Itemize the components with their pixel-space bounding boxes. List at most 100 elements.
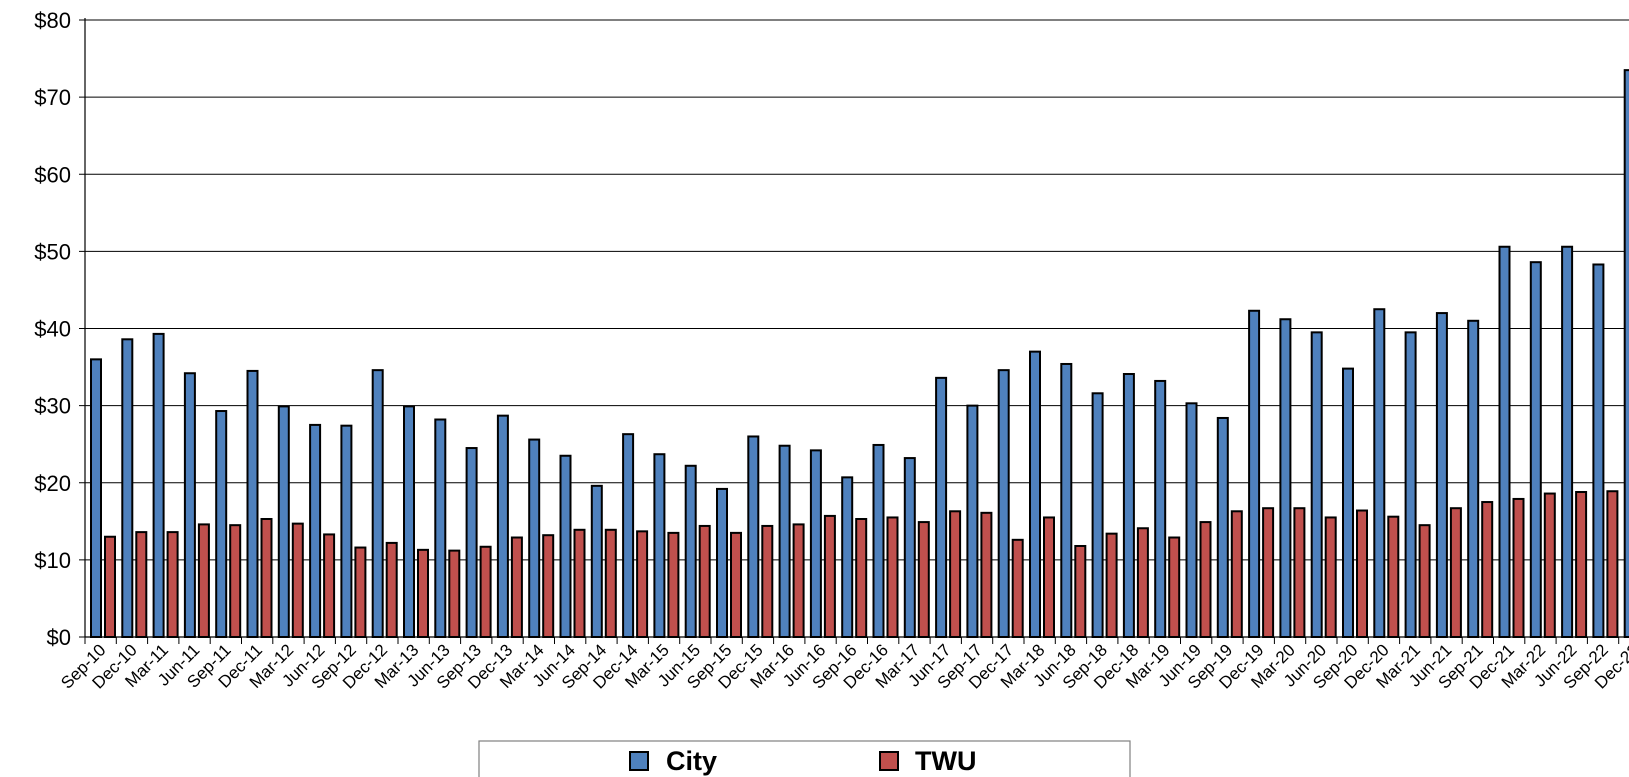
legend-label-twu: TWU xyxy=(915,746,976,776)
bar-city-sep-11 xyxy=(215,410,228,638)
bar-city-jun-11 xyxy=(183,372,196,638)
bar-city-dec-20 xyxy=(1373,308,1386,638)
bar-city-dec-12 xyxy=(371,369,384,638)
bar-city-mar-22 xyxy=(1529,261,1542,638)
bar-twu-jun-22 xyxy=(1575,491,1588,638)
bar-twu-sep-20 xyxy=(1356,509,1368,639)
bar-twu-jun-12 xyxy=(323,533,336,639)
bar-city-sep-17 xyxy=(966,404,979,638)
bar-city-mar-16 xyxy=(778,444,791,639)
bar-city-jun-15 xyxy=(684,464,697,638)
y-tick-label: $0 xyxy=(47,625,71,650)
bar-city-sep-18 xyxy=(1091,392,1104,638)
bar-city-sep-19 xyxy=(1216,416,1229,638)
bar-twu-sep-14 xyxy=(604,528,617,639)
bar-city-jun-13 xyxy=(434,418,447,638)
bar-twu-dec-21 xyxy=(1512,497,1525,639)
bar-twu-dec-11 xyxy=(260,517,273,639)
bar-city-dec-13 xyxy=(496,414,509,638)
bar-city-dec-19 xyxy=(1248,309,1261,638)
bar-city-mar-20 xyxy=(1279,318,1292,638)
y-tick-label: $80 xyxy=(34,8,71,33)
bar-twu-mar-15 xyxy=(667,531,680,638)
bar-twu-mar-12 xyxy=(291,522,304,638)
bar-twu-sep-12 xyxy=(354,546,367,638)
bar-city-dec-18 xyxy=(1122,373,1135,638)
bar-twu-dec-12 xyxy=(385,541,398,638)
bar-city-sep-15 xyxy=(716,487,728,639)
y-tick-label: $40 xyxy=(34,317,71,342)
y-tick-label: $60 xyxy=(34,162,71,187)
bar-city-dec-14 xyxy=(622,433,635,638)
bar-twu-dec-16 xyxy=(886,516,899,638)
bar-twu-jun-20 xyxy=(1324,516,1337,638)
bar-city-dec-10 xyxy=(121,338,134,638)
y-tick-label: $30 xyxy=(34,394,71,419)
bar-city-dec-17 xyxy=(997,369,1010,638)
bar-twu-sep-17 xyxy=(980,511,993,638)
bar-twu-sep-21 xyxy=(1481,501,1494,638)
bar-twu-dec-17 xyxy=(1011,538,1024,639)
bar-twu-sep-18 xyxy=(1105,532,1118,639)
legend-box xyxy=(478,740,1131,777)
bar-city-dec-16 xyxy=(872,443,885,638)
bar-twu-mar-11 xyxy=(166,531,179,638)
legend-swatch-twu xyxy=(879,751,899,771)
y-axis: $0 $10 $20 $30 $40 $50 $60 $70 $80 xyxy=(34,8,86,650)
bar-twu-mar-17 xyxy=(917,521,930,638)
bars xyxy=(90,69,1629,639)
bar-city-sep-16 xyxy=(841,476,854,638)
bar-city-sep-20 xyxy=(1342,367,1354,638)
bar-twu-jun-11 xyxy=(197,523,210,639)
bar-city-jun-18 xyxy=(1060,362,1073,638)
bar-twu-dec-19 xyxy=(1262,507,1275,639)
bar-city-mar-12 xyxy=(277,405,290,638)
bar-city-sep-21 xyxy=(1467,319,1480,638)
bar-twu-dec-20 xyxy=(1387,515,1400,638)
bar-city-dec-15 xyxy=(747,435,760,638)
bar-twu-jun-13 xyxy=(448,549,461,638)
y-tick-label: $20 xyxy=(34,471,71,496)
bar-city-sep-22 xyxy=(1592,263,1605,638)
bar-city-sep-12 xyxy=(340,424,353,638)
bar-twu-mar-22 xyxy=(1543,492,1556,638)
bar-twu-mar-19 xyxy=(1168,536,1181,638)
bar-twu-mar-21 xyxy=(1418,524,1431,639)
y-tick-label: $10 xyxy=(34,548,71,573)
bar-city-mar-13 xyxy=(403,405,415,638)
bar-twu-jun-15 xyxy=(698,524,711,638)
bar-city-jun-19 xyxy=(1185,402,1198,638)
bar-city-sep-14 xyxy=(590,484,603,638)
bar-city-dec-21 xyxy=(1498,245,1511,638)
bar-twu-jun-19 xyxy=(1199,521,1212,638)
bar-twu-mar-13 xyxy=(417,548,429,639)
bar-twu-sep-19 xyxy=(1230,510,1243,639)
bar-twu-jun-21 xyxy=(1449,507,1462,639)
legend-label-city: City xyxy=(666,746,717,776)
bar-city-jun-14 xyxy=(559,454,572,638)
bar-twu-jun-14 xyxy=(573,528,586,639)
bar-twu-dec-18 xyxy=(1136,527,1149,638)
bar-city-dec-11 xyxy=(246,369,259,638)
y-tick-label: $50 xyxy=(34,239,71,264)
bar-twu-jun-17 xyxy=(949,510,962,639)
bar-city-jun-20 xyxy=(1310,331,1323,638)
bar-city-jun-21 xyxy=(1435,312,1448,638)
bar-twu-jun-18 xyxy=(1074,544,1087,638)
bar-twu-sep-11 xyxy=(229,524,242,639)
bar-twu-dec-15 xyxy=(761,524,774,638)
bar-twu-sep-15 xyxy=(730,531,742,638)
bar-city-mar-15 xyxy=(653,453,666,638)
bar-city-mar-19 xyxy=(1154,379,1167,638)
bar-city-jun-16 xyxy=(809,449,822,639)
bar-city-jun-22 xyxy=(1561,245,1574,638)
legend-swatch-city xyxy=(629,751,649,771)
y-tick-label: $70 xyxy=(34,85,71,110)
bar-city-jun-17 xyxy=(935,376,948,638)
legend: City TWU xyxy=(478,740,1131,777)
bar-twu-mar-18 xyxy=(1043,516,1055,638)
bar-city-sep-10 xyxy=(90,358,102,638)
x-axis: Sep-10Dec-10Mar-11Jun-11Sep-11Dec-11Mar-… xyxy=(57,636,1629,693)
bar-twu-jun-16 xyxy=(823,514,836,639)
